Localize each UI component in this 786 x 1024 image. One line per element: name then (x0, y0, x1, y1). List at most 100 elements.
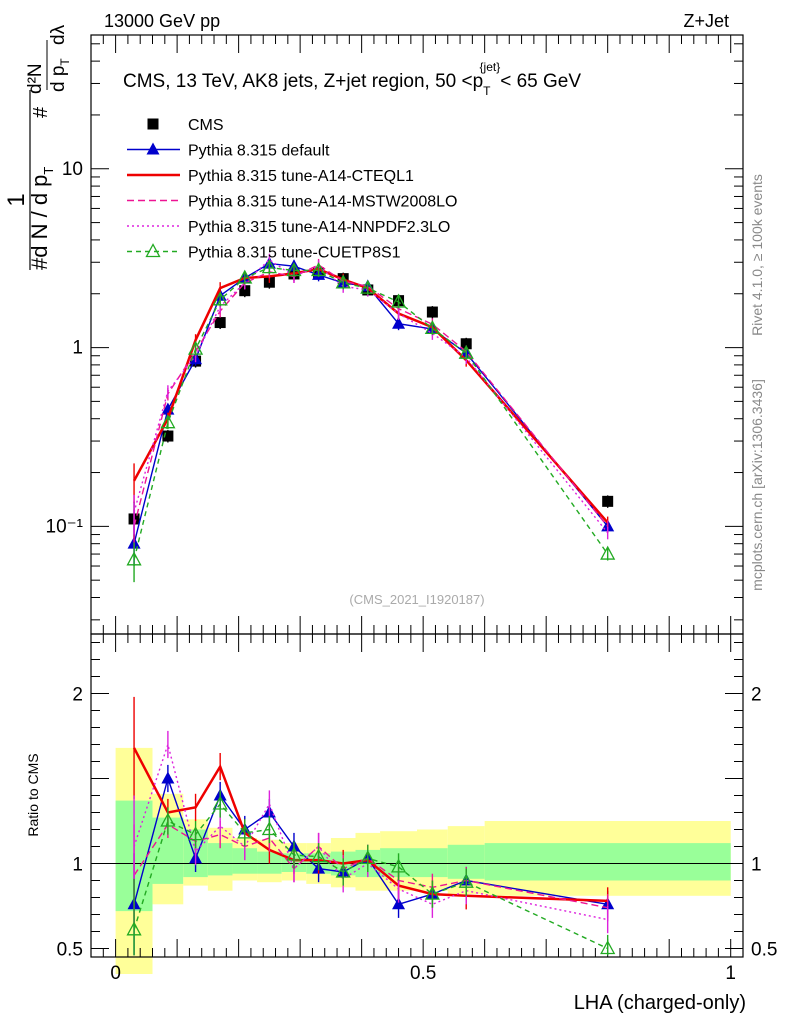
analysis-id: (CMS_2021_I1920187) (349, 592, 484, 607)
ylabel-lambda: dλ (48, 24, 69, 45)
main-series-pythia-8-315-tune-a14-nnpdf2-3lo (133, 253, 609, 540)
title-superscript: {jet} (480, 60, 501, 74)
legend-label: Pythia 8.315 default (188, 143, 330, 160)
data-point (161, 771, 175, 784)
title-prefix: CMS, 13 TeV, AK8 jets, Z+jet region, 50 … (123, 71, 483, 92)
band-inner-3 (207, 843, 233, 876)
main-series-pythia-8-315-tune-a14-mstw2008lo (133, 258, 609, 549)
data-point (600, 940, 616, 955)
energy-label: 13000 GeV pp (104, 11, 220, 31)
legend-label: Pythia 8.315 tune-A14-NNPDF2.3LO (188, 219, 450, 236)
xtick-label: 0 (110, 963, 121, 984)
process-label: Z+Jet (683, 11, 729, 31)
main-series-pythia-8-315-tune-a14-cteql1 (132, 263, 609, 530)
data-point (261, 821, 277, 836)
data-point (392, 316, 406, 329)
legend-marker (145, 243, 161, 258)
data-point (212, 795, 228, 810)
series-line (132, 267, 609, 524)
main-series-pythia-8-315-default (127, 256, 615, 567)
ratio-ytick-label-left: 2 (72, 685, 83, 706)
mcplots-label: mcplots.cern.ch [arXiv:1306.3436] (749, 379, 765, 591)
ratio-ytick-label-left: 0.5 (57, 940, 83, 961)
y-axis-label-main: 1 #d N / d pT # d²N d pT dλ (3, 24, 72, 270)
series-line (132, 747, 608, 903)
data-point (458, 873, 474, 888)
legend-label: Pythia 8.315 tune-CUETP8S1 (188, 245, 401, 262)
data-point (187, 340, 204, 355)
xtick-label: 0.5 (410, 963, 436, 984)
legend-entry-2: Pythia 8.315 tune-A14-CTEQL1 (127, 168, 414, 185)
data-point (237, 824, 253, 839)
ratio-y-label: Ratio to CMS (25, 753, 41, 836)
legend-label: Pythia 8.315 tune-A14-MSTW2008LO (188, 194, 457, 211)
data-point (390, 293, 407, 308)
uncertainty-bands (115, 747, 731, 974)
data-point (261, 259, 277, 274)
series-line (133, 802, 608, 950)
data-point (360, 850, 376, 865)
ratio-ytick-label-left: 1 (72, 855, 83, 876)
data-point (214, 317, 226, 329)
x-axis-label: LHA (charged-only) (574, 992, 746, 1014)
band-inner-13 (484, 843, 731, 881)
legend-entry-0: CMS (147, 117, 224, 134)
data-point (237, 269, 253, 284)
ylabel-inner-denominator: d pT (48, 58, 72, 92)
legend-entry-3: Pythia 8.315 tune-A14-MSTW2008LO (127, 194, 457, 211)
legend-entry-1: Pythia 8.315 default (127, 142, 330, 160)
data-point (458, 344, 474, 359)
ylabel-fraction-one: 1 (3, 193, 30, 206)
series-line (133, 742, 608, 921)
series-line (133, 266, 609, 560)
ratio-ytick-label-right: 0.5 (751, 940, 777, 961)
data-point (310, 262, 327, 277)
legend-marker (146, 142, 160, 155)
ratio-frame (90, 633, 744, 958)
ratio-series-pythia-8-315-tune-cuetp8s1 (126, 790, 616, 956)
title-suffix: < 65 GeV (500, 71, 581, 92)
data-point (160, 414, 176, 429)
main-ytick-label: 10⁻¹ (46, 516, 84, 537)
rivet-label: Rivet 4.1.0, ≥ 100k events (749, 174, 765, 336)
data-point (126, 551, 142, 566)
legend-label: Pythia 8.315 tune-A14-CTEQL1 (188, 168, 414, 185)
data-point (426, 306, 438, 318)
main-ytick-label: 10 (62, 159, 83, 180)
legend-entry-5: Pythia 8.315 tune-CUETP8S1 (127, 243, 401, 262)
xtick-label: 1 (725, 963, 736, 984)
data-point (310, 848, 327, 863)
series-line (133, 264, 609, 527)
main-series-cms (128, 266, 614, 542)
main-series-pythia-8-315-tune-cuetp8s1 (126, 259, 616, 583)
data-point (602, 495, 614, 507)
main-ytick-label: 1 (72, 338, 83, 359)
ylabel-numerator: d²N (25, 63, 46, 94)
ylabel-hash: # (30, 106, 52, 118)
data-point (187, 826, 204, 841)
plot-title: CMS, 13 TeV, AK8 jets, Z+jet region, 50 … (123, 60, 581, 98)
legend-label: CMS (188, 117, 224, 134)
legend-entry-4: Pythia 8.315 tune-A14-NNPDF2.3LO (127, 219, 450, 236)
series-line (133, 258, 609, 534)
legend: CMS Pythia 8.315 default Pythia 8.315 tune… (127, 117, 457, 262)
title-subscript: T (483, 84, 491, 98)
data-point (424, 320, 440, 335)
series-line (133, 262, 609, 544)
legend-marker (147, 118, 159, 130)
ratio-ytick-label-right: 2 (751, 685, 762, 706)
data-point (392, 897, 406, 910)
ratio-ytick-label-right: 1 (751, 855, 762, 876)
data-point (360, 279, 376, 294)
data-point (424, 885, 440, 900)
data-point (390, 858, 407, 873)
series-layer (126, 253, 616, 956)
data-point (160, 812, 176, 827)
data-point (212, 291, 228, 306)
band-inner-11 (417, 848, 448, 878)
data-point (460, 338, 472, 350)
axes-layer: 10⁻¹ 1 10 0.5 0.5 1 1 2 2 0 0.5 1 (46, 34, 777, 984)
data-point (335, 863, 351, 878)
